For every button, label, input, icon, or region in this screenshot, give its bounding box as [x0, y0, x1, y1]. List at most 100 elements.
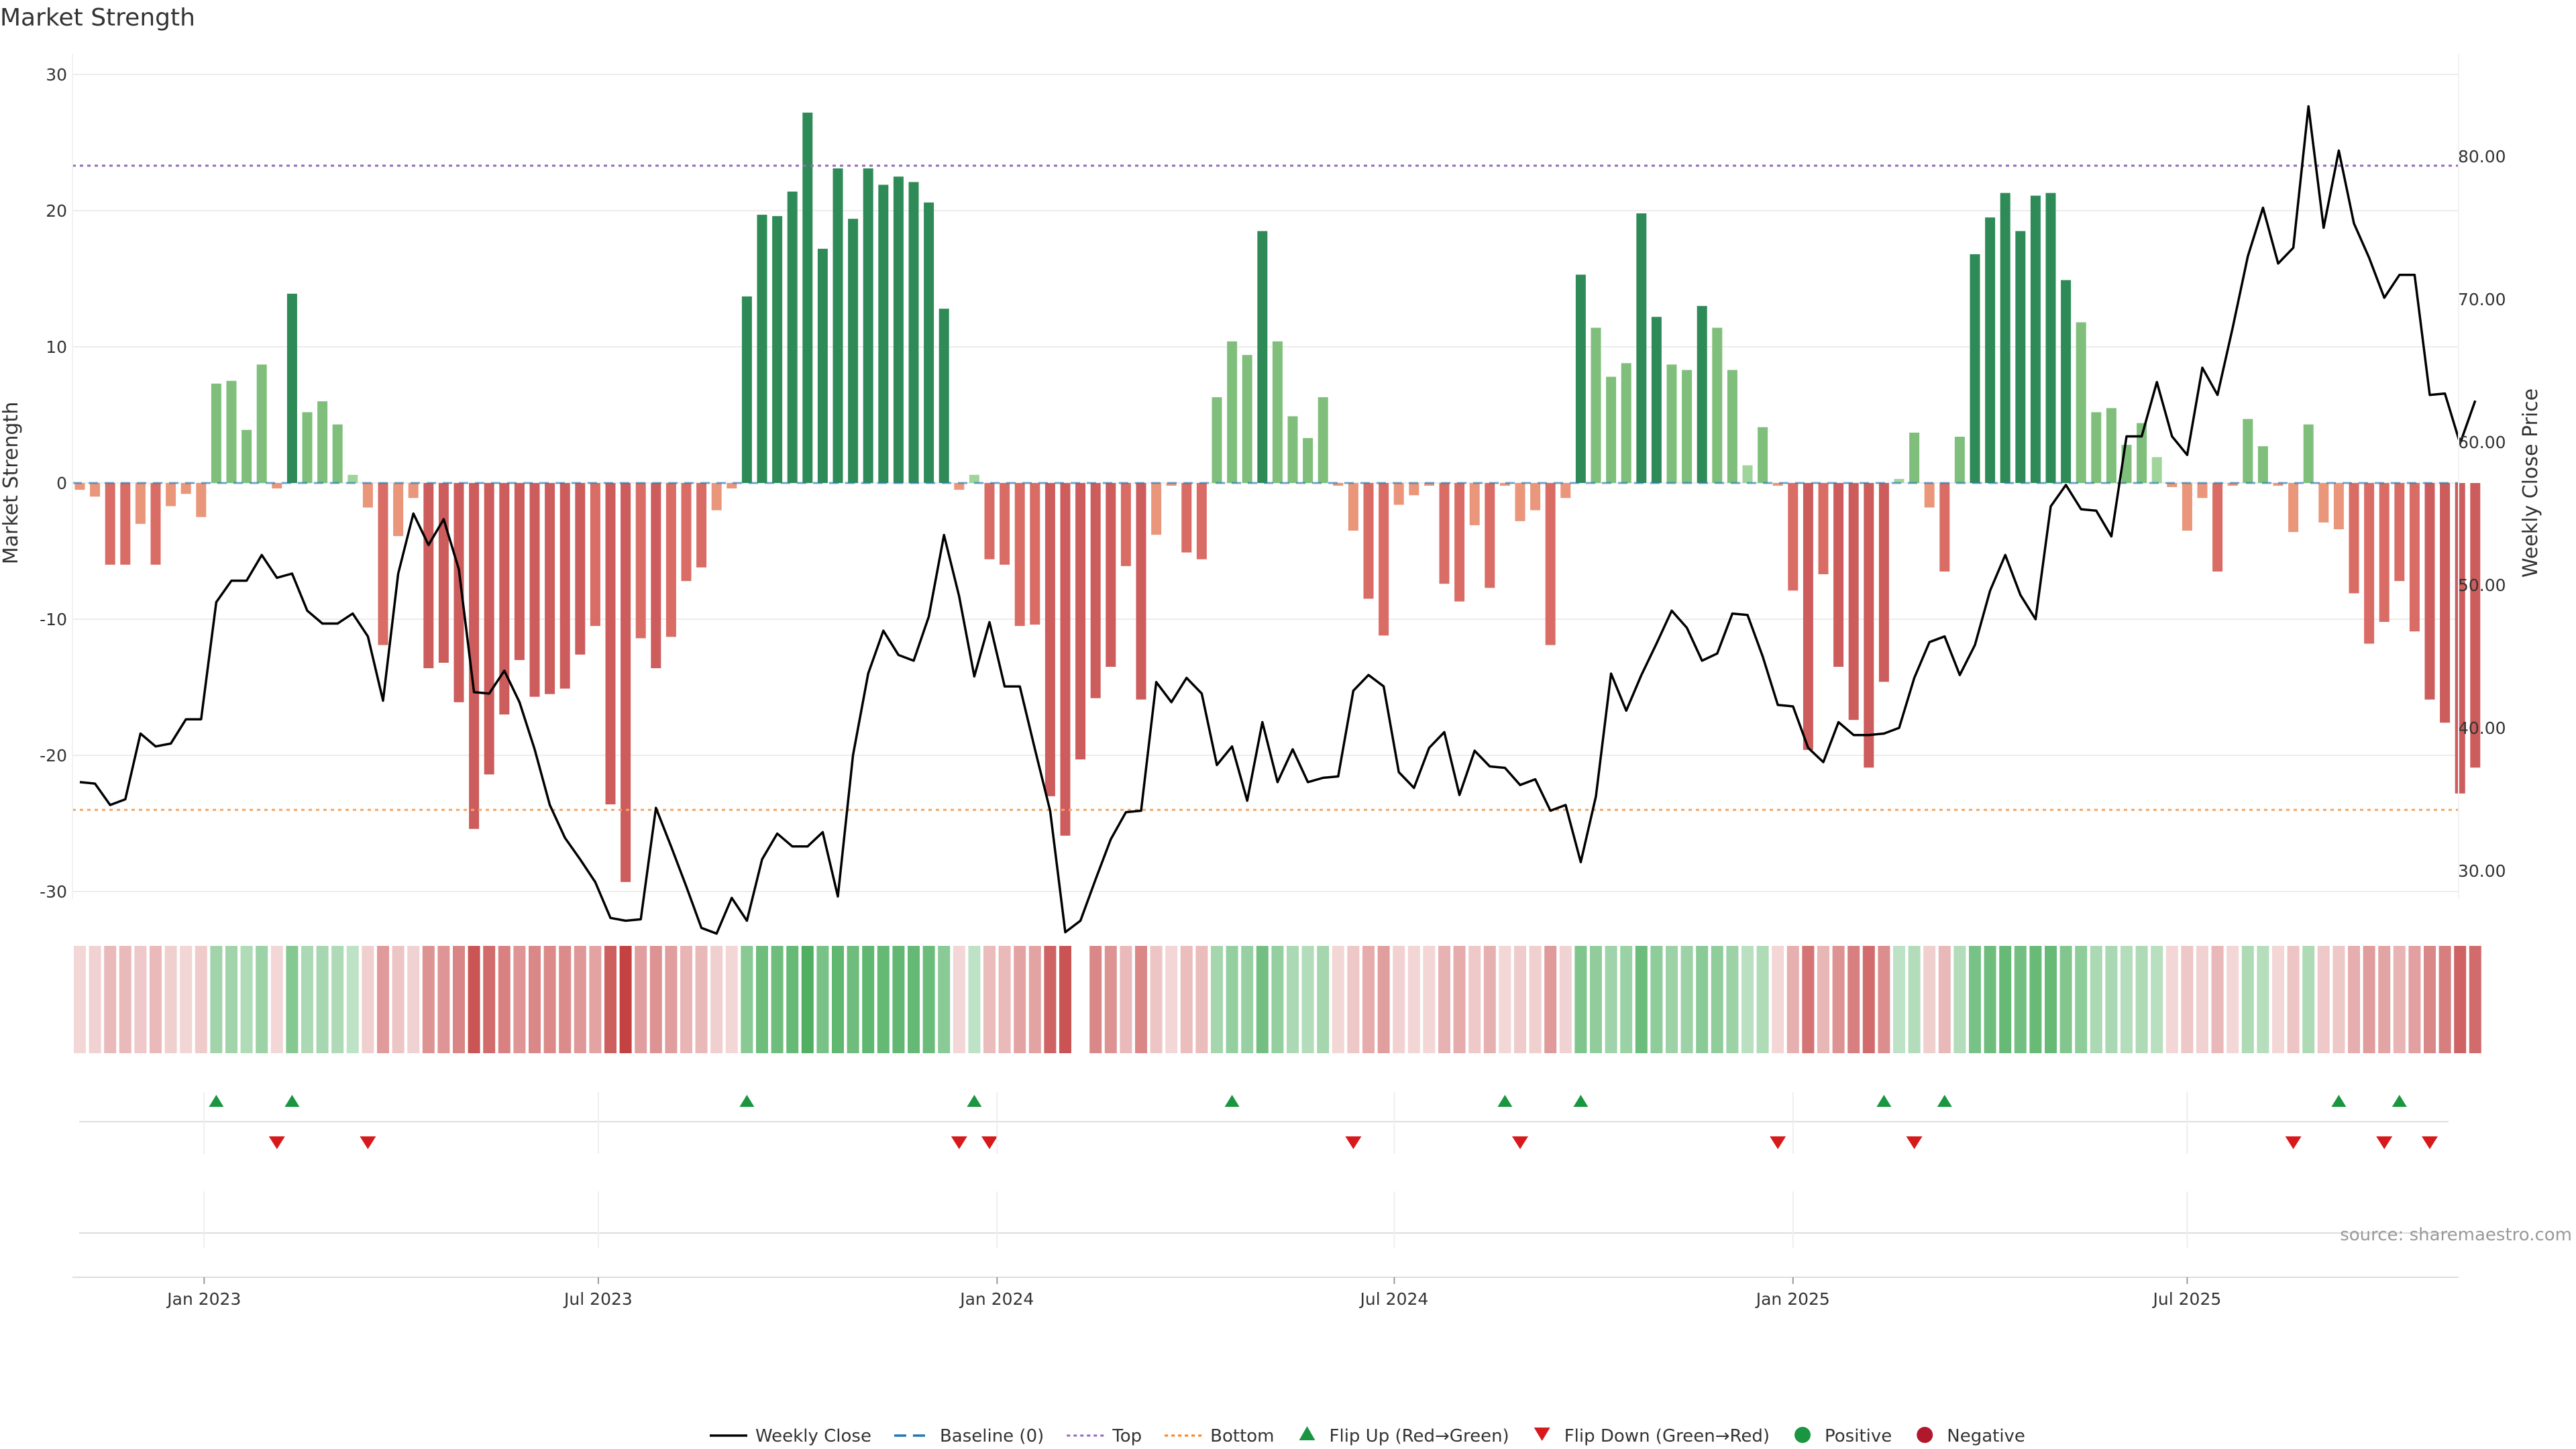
- strength-bar: [833, 168, 843, 483]
- strength-bar: [74, 483, 85, 490]
- legend-item[interactable]: Negative: [1917, 1426, 2025, 1446]
- heat-cell: [407, 946, 420, 1053]
- strength-bar: [211, 383, 221, 483]
- flip-down-marker: [2376, 1136, 2393, 1149]
- strength-bar: [1333, 483, 1344, 486]
- heat-cell: [1211, 946, 1223, 1053]
- heat-cell: [392, 946, 405, 1053]
- flip-up-marker: [1497, 1095, 1513, 1107]
- strength-bar: [2288, 483, 2299, 533]
- strength-bar: [2212, 483, 2223, 572]
- strength-bar: [1682, 370, 1693, 483]
- strength-bar: [1454, 483, 1465, 602]
- y-axis-label-left: Market Strength: [0, 402, 23, 564]
- heat-cell: [559, 946, 572, 1053]
- strength-bar: [665, 483, 676, 637]
- strength-bar: [1363, 483, 1374, 599]
- legend-item[interactable]: Baseline (0): [894, 1426, 1044, 1446]
- heat-cell: [1862, 946, 1875, 1053]
- strength-bar: [1833, 483, 1844, 667]
- heat-cell: [1014, 946, 1026, 1053]
- heat-cell: [832, 946, 844, 1053]
- heat-cell: [922, 946, 935, 1053]
- legend-item[interactable]: Weekly Close: [710, 1426, 871, 1446]
- heat-cell: [1407, 946, 1420, 1053]
- chart-title: Market Strength: [0, 4, 195, 32]
- strength-bar: [1864, 483, 1874, 768]
- strength-bar: [1044, 483, 1055, 796]
- heat-cell: [1438, 946, 1450, 1053]
- strength-bar: [317, 401, 328, 483]
- heat-cell: [1195, 946, 1208, 1053]
- heat-cell: [1741, 946, 1754, 1053]
- heat-cell: [1377, 946, 1390, 1053]
- strength-bar: [105, 483, 115, 565]
- heat-cell: [2393, 946, 2406, 1053]
- legend-item[interactable]: Positive: [1794, 1426, 1892, 1446]
- strength-bar: [848, 219, 859, 483]
- strength-bar: [1257, 231, 1268, 483]
- strength-bar: [711, 483, 722, 511]
- legend[interactable]: Weekly Close Baseline (0) Top Bottom Flip Up…: [710, 1426, 2025, 1446]
- y-tick-right: 80.00: [2458, 147, 2506, 166]
- strength-bar: [2015, 231, 2026, 483]
- strength-bar: [1560, 483, 1571, 498]
- heat-cell: [1696, 946, 1709, 1053]
- flip-up-marker: [1937, 1095, 1952, 1107]
- heat-cell: [1362, 946, 1375, 1053]
- strength-bar: [938, 309, 949, 483]
- strength-bar: [1136, 483, 1146, 700]
- legend-item[interactable]: Flip Up (Red→Green): [1299, 1426, 1509, 1446]
- strength-bar: [1318, 397, 1328, 483]
- source-note: source: sharemaestro.com: [2340, 1225, 2572, 1245]
- strength-bar: [1485, 483, 1495, 588]
- legend-swatch: [1299, 1426, 1316, 1440]
- strength-bar: [727, 483, 737, 489]
- strength-bar: [1181, 483, 1192, 553]
- legend-label: Baseline (0): [940, 1426, 1044, 1446]
- heat-cell: [635, 946, 647, 1053]
- strength-bar: [347, 474, 358, 483]
- strength-bar: [2106, 408, 2116, 483]
- strength-bar: [1621, 363, 1631, 483]
- heat-cell: [2165, 946, 2178, 1053]
- heat-cell: [1241, 946, 1254, 1053]
- strength-bar: [984, 483, 995, 559]
- heat-cell: [2121, 946, 2133, 1053]
- flip-up-marker: [2331, 1095, 2347, 1107]
- strength-bar: [1272, 341, 1283, 483]
- strength-bar: [1742, 465, 1753, 483]
- heat-cell: [195, 946, 207, 1053]
- heat-cell: [301, 946, 313, 1053]
- legend-item[interactable]: Bottom: [1165, 1426, 1275, 1446]
- x-tick-label: Jul 2024: [1359, 1289, 1429, 1309]
- legend-item[interactable]: Flip Down (Green→Red): [1534, 1426, 1770, 1446]
- heat-cell: [89, 946, 101, 1053]
- legend-item[interactable]: Top: [1067, 1426, 1142, 1446]
- heat-cell: [331, 946, 344, 1053]
- strength-bar: [90, 483, 101, 497]
- heat-cell: [1529, 946, 1542, 1053]
- strength-bar: [438, 483, 449, 663]
- strength-bar: [1848, 483, 1859, 720]
- strength-bar: [1697, 306, 1707, 483]
- strength-bar: [484, 483, 494, 775]
- heat-cell: [953, 946, 965, 1053]
- strength-bar: [802, 112, 813, 484]
- heat-cell: [134, 946, 147, 1053]
- strength-bar: [1924, 483, 1935, 508]
- heat-cell: [74, 946, 86, 1053]
- heat-cell: [529, 946, 541, 1053]
- strength-bar: [2091, 412, 2102, 483]
- strength-bar: [286, 293, 297, 483]
- strength-bar: [1530, 483, 1541, 511]
- heat-cell: [1271, 946, 1284, 1053]
- flip-down-marker: [1345, 1136, 1362, 1149]
- heat-cell: [665, 946, 678, 1053]
- legend-label: Flip Down (Green→Red): [1564, 1426, 1770, 1446]
- y-tick-right: 50.00: [2458, 576, 2506, 595]
- strength-bar: [2076, 322, 2086, 483]
- heat-cell: [498, 946, 511, 1053]
- heat-cell: [1590, 946, 1602, 1053]
- heat-cell: [2332, 946, 2345, 1053]
